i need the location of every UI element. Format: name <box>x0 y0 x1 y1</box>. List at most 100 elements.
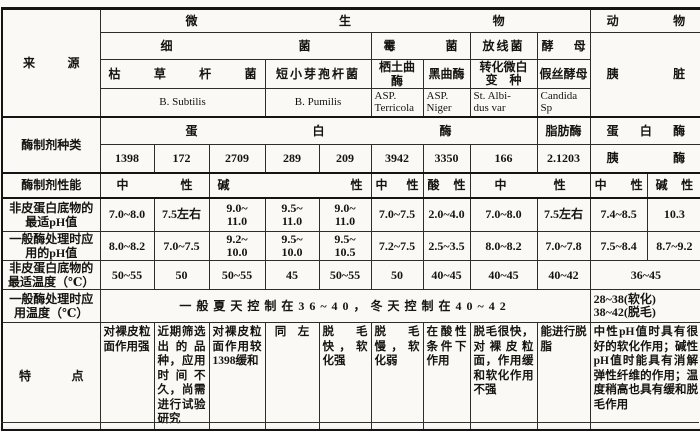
ph-applied-value-cell: 9.5~ 10.0 <box>264 231 320 261</box>
strain-3942-cell: 3942 <box>370 144 424 174</box>
type-animal-protease-cell: 蛋 白 酶 <box>589 116 700 145</box>
header-actinomycete-cell: 放线菌 <box>469 32 538 60</box>
header-niger-latin-cell: ASP. Niger <box>422 88 471 118</box>
enzyme-preparation-table: 来 源 微 生 物 动 物 细 菌 霉 菌 放线菌 酵 母 胰 脏 枯 草 杆 … <box>1 7 700 431</box>
strain-209-cell: 209 <box>318 144 372 174</box>
property-neutral-cell: 中 性 <box>589 172 648 199</box>
ph-applied-value-cell: 2.5~3.5 <box>422 231 471 261</box>
strain-166-cell: 166 <box>469 144 538 174</box>
temp-optimal-value-cell: 40~45 <box>469 260 538 290</box>
row-enzyme-property: 酶制剂性能 中 性 碱 性 中 性 酸 性 中 性 中 性 碱 性 <box>1 172 700 199</box>
row-source-group: 来 源 微 生 物 动 物 <box>1 8 700 118</box>
header-terricola-cn-cell: 栖土曲酶 <box>370 59 424 89</box>
header-bsubtilis-cn-cell: 枯 草 杆 菌 <box>99 59 266 89</box>
ph-applied-label-cell: 一般酶处理时应用的pH值 <box>1 231 101 261</box>
ph-optimal-value-cell: 10.3 <box>646 197 700 232</box>
ph-optimal-value-cell: 7.5左右 <box>153 197 210 232</box>
strain-2-1203-cell: 2.1203 <box>536 144 591 174</box>
ph-optimal-value-cell: 2.0~4.0 <box>422 197 471 232</box>
ph-applied-value-cell: 8.0~8.2 <box>99 231 155 261</box>
ph-optimal-value-cell: 7.5左右 <box>536 197 591 232</box>
property-label-cell: 酶制剂性能 <box>1 172 101 199</box>
header-microbe-cell: 微 生 物 <box>99 8 591 33</box>
row-microbe-class: 细 菌 霉 菌 放线菌 酵 母 胰 脏 <box>2 32 700 118</box>
temp-applied-animal-cell: 28~38(软化) 38~42(脱毛) <box>589 289 700 323</box>
ph-optimal-value-cell: 7.0~8.0 <box>99 197 155 232</box>
temp-optimal-value-cell: 40~45 <box>422 260 471 290</box>
row-features: 特 点 对裸皮粒面作用强 近期筛选出的品种，应用时间不久，尚需进行试验研究 对裸… <box>1 322 700 430</box>
temp-optimal-value-cell: 50~55 <box>318 260 372 290</box>
header-candida-cn-cell: 假丝酵母 <box>536 59 591 89</box>
row-enzyme-type: 酶制剂种类 蛋 白 酶 脂肪酶 蛋 白 酶 <box>1 116 700 174</box>
row-species-latin: B. Subtilis B. Pumilis ASP. Terricola AS… <box>2 88 700 118</box>
feature-cell: 同 左 <box>264 322 320 430</box>
strain-3350-cell: 3350 <box>422 144 471 174</box>
ph-applied-value-cell: 9.5~ 10.5 <box>318 231 372 261</box>
ph-applied-value-cell: 7.0~7.8 <box>536 231 591 261</box>
feature-cell: 近期筛选出的品种，应用时间不久，尚需进行试验研究 <box>153 322 210 430</box>
property-neutral-cell: 中 性 <box>99 172 210 199</box>
feature-label-cell: 特 点 <box>1 322 101 430</box>
property-alkaline-cell: 碱 性 <box>646 172 700 199</box>
header-bacteria-cell: 细 菌 <box>99 32 372 60</box>
pancreatin-cell: 胰 酶 <box>589 144 700 174</box>
row-temp-applied: 一般酶处理时应用温度（℃） 一般夏天控制在36~40，冬天控制在40~42 28… <box>1 289 700 323</box>
ph-optimal-value-cell: 9.0~ 11.0 <box>208 197 266 232</box>
feature-cell: 脱毛很快，对裸皮粒面，作用缓和软化作用不强 <box>469 322 538 430</box>
ph-applied-value-cell: 7.2~7.5 <box>370 231 424 261</box>
temp-applied-general-cell: 一般夏天控制在36~40，冬天控制在40~42 <box>99 289 591 323</box>
header-source-cell: 来 源 <box>1 8 101 118</box>
property-neutral-cell: 中 性 <box>370 172 424 199</box>
temp-optimal-value-cell: 40~42 <box>536 260 591 290</box>
temp-optimal-label-cell: 非皮蛋白底物的最适温度（℃） <box>1 260 101 290</box>
feature-cell: 脱毛慢，软化弱 <box>370 322 424 430</box>
temp-optimal-animal-cell: 36~45 <box>589 260 700 290</box>
strain-289-cell: 289 <box>264 144 320 174</box>
type-protease-cell: 蛋 白 酶 <box>99 116 538 145</box>
temp-optimal-value-cell: 45 <box>264 260 320 290</box>
feature-cell: 对裸皮粒面作用较1398缓和 <box>208 322 266 430</box>
table-bottom-rule <box>1 422 699 423</box>
header-terricola-latin-cell: ASP. Terricola <box>370 88 424 118</box>
ph-optimal-label-cell: 非皮蛋白底物的最适pH值 <box>1 197 101 232</box>
header-bsubtilis-latin-cell: B. Subtilis <box>99 88 266 118</box>
feature-cell: 对裸皮粒面作用强 <box>99 322 155 430</box>
ph-optimal-value-cell: 7.0~8.0 <box>469 197 538 232</box>
ph-applied-value-cell: 8.7~9.2 <box>646 231 700 261</box>
header-bpumilis-cn-cell: 短小芽孢杆菌 <box>264 59 372 89</box>
temp-applied-label-cell: 一般酶处理时应用温度（℃） <box>1 289 101 323</box>
ph-optimal-value-cell: 7.4~8.5 <box>589 197 648 232</box>
ph-applied-value-cell: 8.0~8.2 <box>469 231 538 261</box>
header-albidus-cn-cell: 转化微白 变 种 <box>469 59 538 89</box>
header-candida-latin-cell: Candida Sp <box>536 88 591 118</box>
feature-cell: 在酸性条件下作用 <box>422 322 471 430</box>
temp-optimal-value-cell: 50 <box>370 260 424 290</box>
strain-172-cell: 172 <box>153 144 210 174</box>
header-animal-cell: 动 物 <box>589 8 700 33</box>
property-neutral-cell: 中 性 <box>469 172 591 199</box>
temp-optimal-value-cell: 50~55 <box>99 260 155 290</box>
ph-optimal-value-cell: 7.0~7.5 <box>370 197 424 232</box>
header-yeast-cell: 酵 母 <box>536 32 591 60</box>
row-ph-applied: 一般酶处理时应用的pH值 8.0~8.2 7.0~7.5 9.2~ 10.0 9… <box>1 231 700 261</box>
strain-1398-cell: 1398 <box>99 144 155 174</box>
row-temp-optimal: 非皮蛋白底物的最适温度（℃） 50~55 50 50~55 45 50~55 5… <box>1 260 700 290</box>
ph-applied-value-cell: 7.0~7.5 <box>153 231 210 261</box>
strain-2709-cell: 2709 <box>208 144 266 174</box>
row-ph-optimal: 非皮蛋白底物的最适pH值 7.0~8.0 7.5左右 9.0~ 11.0 9.5… <box>1 197 700 232</box>
header-mold-cell: 霉 菌 <box>370 32 471 60</box>
feature-cell: 脱毛快，软化强 <box>318 322 372 430</box>
feature-cell: 能进行脱脂 <box>536 322 591 430</box>
row-strain-numbers: 1398 172 2709 289 209 3942 3350 166 2.12… <box>2 144 700 174</box>
temp-optimal-value-cell: 50~55 <box>208 260 266 290</box>
type-label-cell: 酶制剂种类 <box>1 116 101 174</box>
feature-animal-cell: 中性pH值时具有很好的软化作用；碱性pH值时能具有消解弹性纤维的作用；温度稍高也… <box>589 322 700 430</box>
row-species-chinese: 枯 草 杆 菌 短小芽孢杆菌 栖土曲酶 黑曲酶 转化微白 变 种 假丝酵母 <box>2 59 700 89</box>
ph-optimal-value-cell: 9.5~ 11.0 <box>264 197 320 232</box>
ph-optimal-value-cell: 9.0~ 11.0 <box>318 197 372 232</box>
header-pancreas-cell: 胰 脏 <box>589 32 700 118</box>
header-albidus-latin-cell: St. Albi- dus var <box>469 88 538 118</box>
header-bpumilis-latin-cell: B. Pumilis <box>264 88 372 118</box>
ph-applied-value-cell: 7.5~8.4 <box>589 231 648 261</box>
